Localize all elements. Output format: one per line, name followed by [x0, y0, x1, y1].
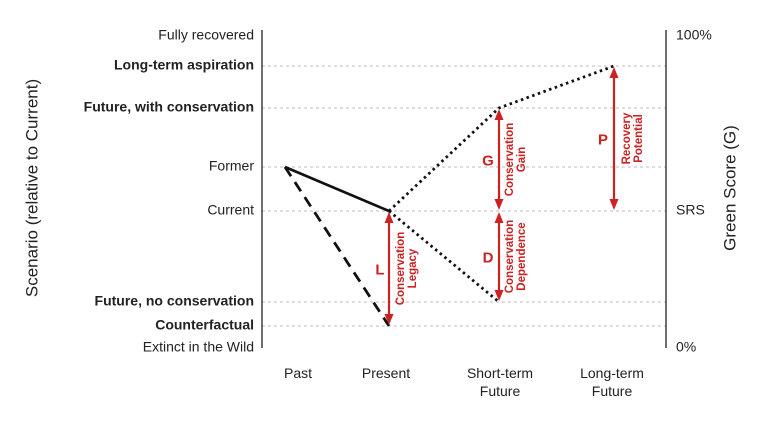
arrow-head-up-l — [384, 212, 394, 223]
level-label-current: Current — [207, 202, 254, 218]
metric-text-p: RecoveryPotential — [621, 112, 645, 164]
trajectory-historical — [284, 165, 390, 213]
arrow-head-down-g — [494, 199, 504, 210]
arrow-head-down-p — [609, 199, 619, 210]
metric-text-line: Legacy — [407, 248, 419, 288]
metric-text-line: Conservation — [395, 232, 407, 306]
metric-letter-l: L — [375, 262, 384, 279]
x-axis-labels: Past Present Short-term Future Long-term Futu… — [284, 365, 644, 399]
level-label-fully-recovered: Fully recovered — [158, 27, 254, 43]
level-label-former: Former — [209, 158, 254, 174]
x-label-past: Past — [284, 365, 312, 381]
x-label-present: Present — [362, 365, 410, 381]
metric-letter-d: D — [483, 250, 494, 267]
metric-text-line: Dependence — [516, 222, 528, 290]
x-label-line: Future — [592, 383, 633, 399]
left-axis-level-labels: Fully recovered Long-term aspiration Futur… — [84, 27, 255, 355]
left-axis-title: Scenario (relative to Current) — [22, 79, 41, 297]
x-label-line: Long-term — [580, 365, 644, 381]
x-label-long-term-future: Long-term Future — [580, 365, 644, 399]
metric-text-l: ConservationLegacy — [395, 232, 419, 306]
trajectory-lines — [283, 64, 615, 327]
level-label-extinct-in-the-wild: Extinct in the Wild — [143, 339, 254, 355]
x-label-line: Future — [480, 383, 521, 399]
level-label-future-with-conservation: Future, with conservation — [84, 99, 254, 115]
right-axis-title: Green Score (G) — [720, 125, 739, 251]
arrow-head-down-d — [494, 290, 504, 301]
arrow-head-up-g — [494, 109, 504, 120]
level-label-counterfactual: Counterfactual — [155, 317, 254, 333]
x-label-line: Present — [362, 365, 410, 381]
metric-letter-g: G — [482, 153, 494, 170]
x-label-line: Past — [284, 365, 312, 381]
arrow-head-down-l — [384, 314, 394, 325]
right-axis-label-bottom: 0% — [676, 339, 696, 355]
level-label-long-term-aspiration: Long-term aspiration — [114, 57, 254, 73]
metric-text-line: Potential — [633, 114, 645, 163]
trajectory-counterfactual — [283, 166, 391, 327]
x-label-short-term-future: Short-term Future — [467, 365, 533, 399]
right-axis-labels: 100% SRS 0% — [676, 27, 712, 355]
level-label-future-no-conservation: Future, no conservation — [95, 293, 254, 309]
trajectory-with-conservation — [388, 64, 615, 213]
metric-text-d: ConservationDependence — [504, 220, 528, 294]
metric-text-line: Recovery — [621, 112, 633, 164]
right-axis-label-top: 100% — [676, 27, 712, 43]
arrow-head-up-d — [494, 212, 504, 223]
x-label-line: Short-term — [467, 365, 533, 381]
metric-arrows — [384, 67, 619, 325]
metric-text-line: Conservation — [504, 220, 516, 294]
metric-letter-p: P — [598, 132, 608, 149]
metric-text-line: Conservation — [504, 123, 516, 197]
grid-lines — [262, 65, 666, 327]
metric-text-line: Gain — [516, 147, 528, 173]
arrow-head-up-p — [609, 67, 619, 78]
right-axis-label-middle: SRS — [676, 202, 705, 218]
metric-text-g: ConservationGain — [504, 123, 528, 197]
